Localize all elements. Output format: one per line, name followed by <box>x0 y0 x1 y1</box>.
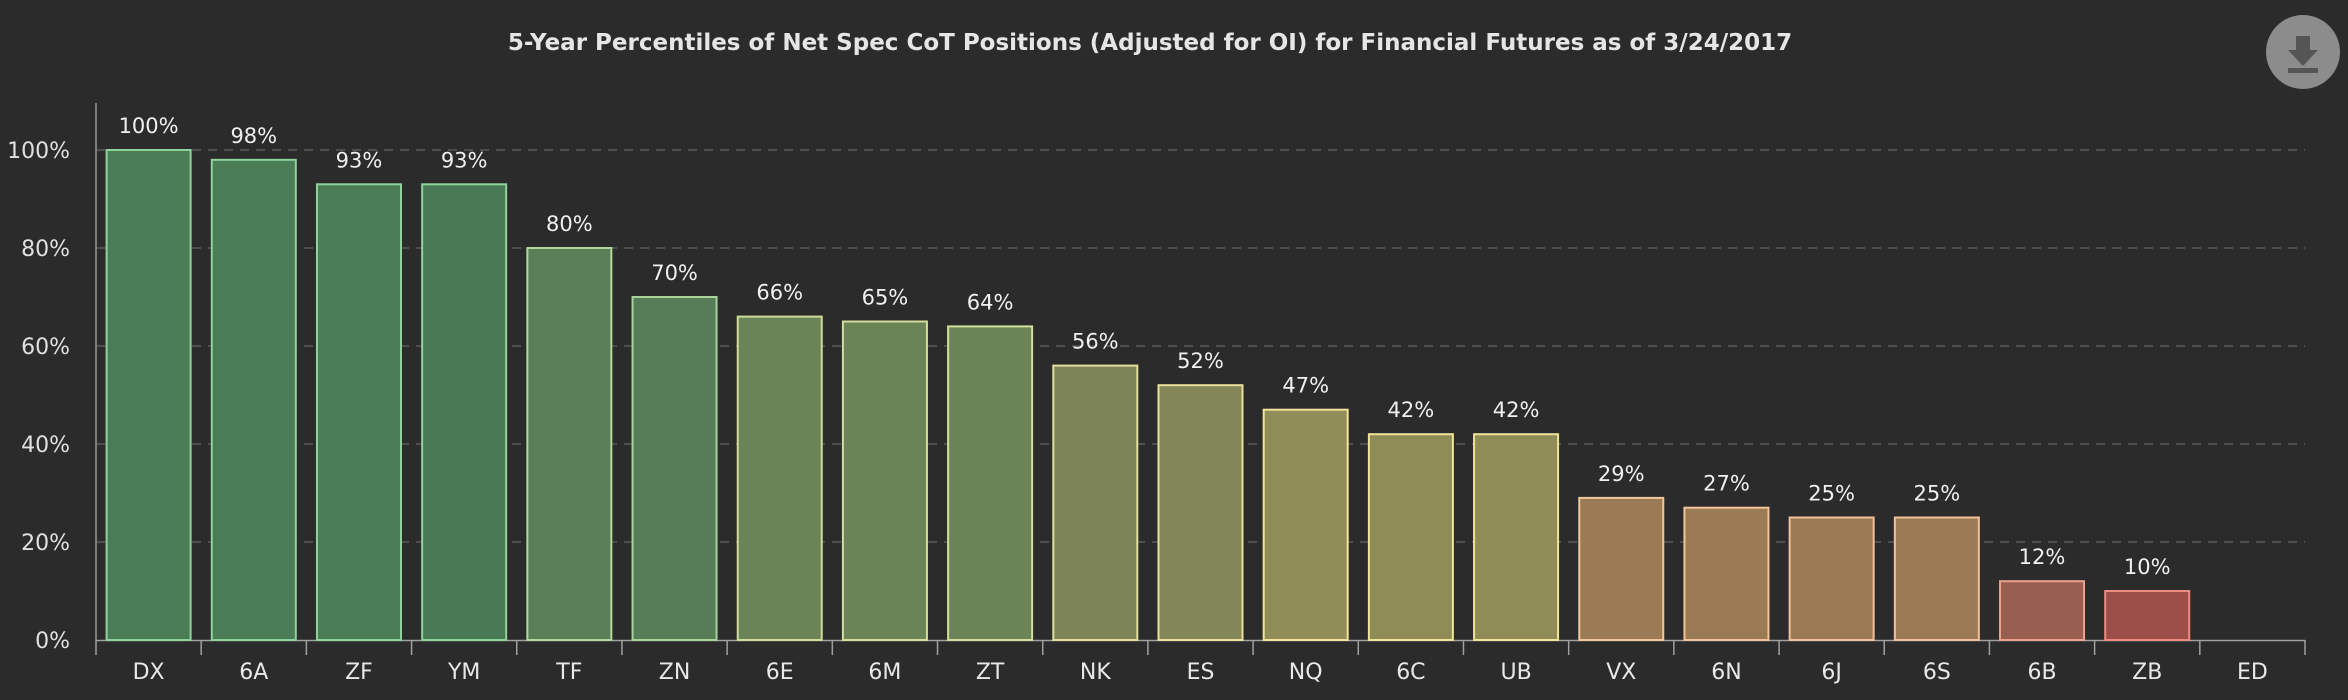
bar-ym[interactable] <box>421 183 508 642</box>
bar-6e[interactable] <box>736 315 823 641</box>
bar-6c[interactable] <box>1367 433 1454 642</box>
x-category-label: 6J <box>1821 660 1842 685</box>
data-label-zb: 10% <box>2124 555 2171 579</box>
labels: 100% DX 98% 6A 93% ZF 93% YM 80% TF 70% ZN 66% 6E 65% 6… <box>119 114 2268 685</box>
download-button[interactable] <box>2266 15 2340 89</box>
data-label-6b: 12% <box>2019 545 2066 569</box>
x-category-label: TF <box>555 660 582 685</box>
x-category-label: DX <box>133 660 165 685</box>
x-category-label: 6S <box>1923 660 1951 685</box>
data-label-zn: 70% <box>651 261 698 285</box>
bar-6m[interactable] <box>841 320 928 641</box>
y-tick-label: 20% <box>21 531 70 556</box>
data-label-vx: 29% <box>1598 462 1645 486</box>
x-category-label: UB <box>1500 660 1531 685</box>
data-label-6a: 98% <box>230 124 277 148</box>
x-category-label: 6A <box>239 660 268 685</box>
bar-6s[interactable] <box>1893 516 1980 641</box>
data-label-6m: 65% <box>862 286 909 310</box>
x-category-label: ZN <box>659 660 691 685</box>
x-category-label: ZB <box>2132 660 2162 685</box>
bars <box>105 149 2191 642</box>
x-category-label: NK <box>1080 660 1111 685</box>
bar-6a[interactable] <box>210 158 297 642</box>
bar-zb[interactable] <box>2104 590 2191 641</box>
x-category-label: ED <box>2237 660 2268 685</box>
y-tick-label: 40% <box>21 433 70 458</box>
x-category-label: VX <box>1606 660 1636 685</box>
data-label-6c: 42% <box>1388 398 1435 422</box>
download-icon <box>2288 36 2318 73</box>
bar-zn[interactable] <box>631 296 718 641</box>
y-tick-label: 80% <box>21 237 70 262</box>
data-label-nk: 56% <box>1072 330 1119 354</box>
x-category-label: ES <box>1187 660 1215 685</box>
bar-6b[interactable] <box>1999 580 2086 642</box>
bar-6n[interactable] <box>1683 506 1770 642</box>
x-category-label: 6E <box>766 660 794 685</box>
y-tick-label: 0% <box>35 629 70 654</box>
bar-nk[interactable] <box>1052 364 1139 641</box>
x-category-label: YM <box>447 660 480 685</box>
bar-vx[interactable] <box>1578 496 1665 641</box>
bar-dx[interactable] <box>105 149 192 641</box>
x-category-label: 6C <box>1396 660 1425 685</box>
data-label-zf: 93% <box>336 148 383 172</box>
data-label-zt: 64% <box>967 290 1014 314</box>
chart-title: 5-Year Percentiles of Net Spec CoT Posit… <box>507 30 1793 56</box>
y-tick-label: 60% <box>21 335 70 360</box>
x-category-label: 6N <box>1711 660 1741 685</box>
bar-nq[interactable] <box>1262 408 1349 642</box>
data-label-6s: 25% <box>1913 482 1960 506</box>
data-label-nq: 47% <box>1282 374 1329 398</box>
bar-ub[interactable] <box>1473 433 1560 642</box>
bar-es[interactable] <box>1157 384 1244 642</box>
y-tick-label: 100% <box>7 139 70 164</box>
bar-zt[interactable] <box>947 325 1034 641</box>
data-label-6e: 66% <box>756 281 803 305</box>
x-category-label: 6M <box>868 660 901 685</box>
bar-zf[interactable] <box>315 183 402 642</box>
data-label-ub: 42% <box>1493 398 1540 422</box>
data-label-tf: 80% <box>546 212 593 236</box>
x-category-label: 6B <box>2027 660 2056 685</box>
x-category-label: ZF <box>345 660 373 685</box>
data-label-ym: 93% <box>441 148 488 172</box>
data-label-dx: 100% <box>119 114 179 138</box>
data-label-6j: 25% <box>1808 482 1855 506</box>
data-label-6n: 27% <box>1703 472 1750 496</box>
x-category-label: ZT <box>976 660 1005 685</box>
bar-6j[interactable] <box>1788 516 1875 641</box>
x-category-label: NQ <box>1289 660 1323 685</box>
bar-tf[interactable] <box>526 247 613 641</box>
data-label-es: 52% <box>1177 349 1224 373</box>
